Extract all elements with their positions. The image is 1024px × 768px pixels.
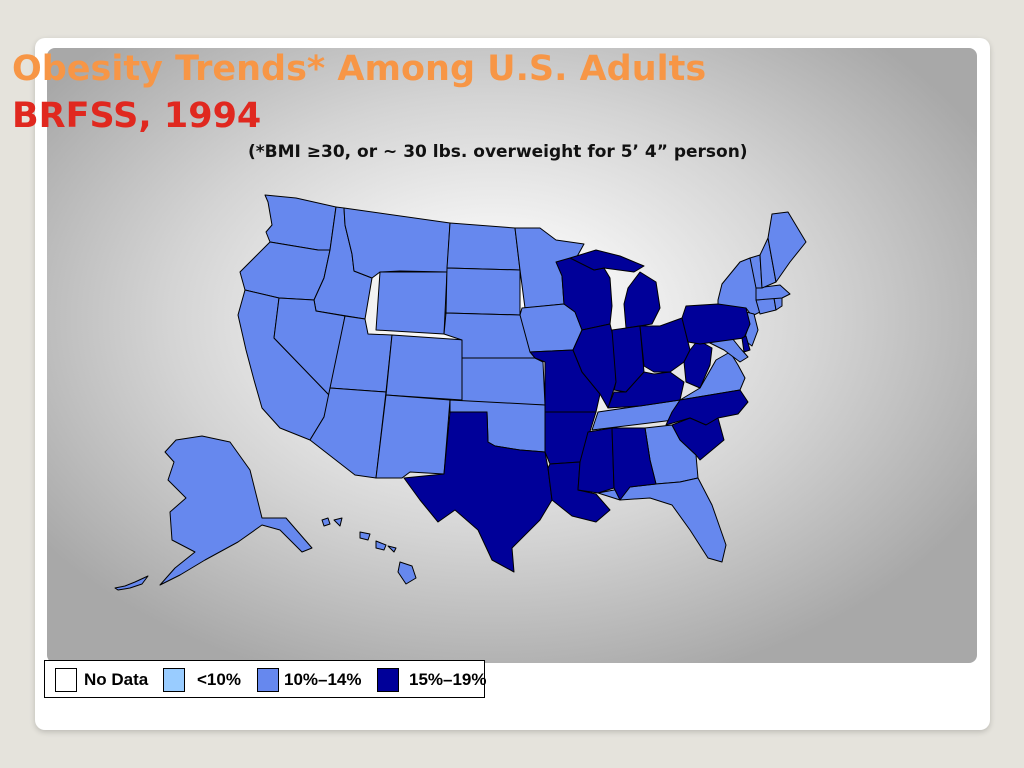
state-texas [403, 411, 553, 573]
state-wyoming [375, 271, 448, 335]
state-hawaii-maui [375, 540, 387, 551]
state-north-dakota [446, 222, 521, 271]
state-oregon [239, 241, 331, 301]
state-rhode-island [773, 297, 783, 311]
state-kentucky [607, 371, 685, 409]
state-hawaii-lanai [387, 545, 397, 553]
state-washington [264, 194, 337, 251]
state-hawaii-kauai [321, 517, 331, 527]
title-line-1: Obesity Trends* Among U.S. Adults [12, 49, 707, 89]
title-line-2: BRFSS, 1994 [12, 96, 262, 136]
state-new-mexico [375, 394, 451, 479]
legend-label-under-10: <10% [197, 670, 241, 689]
legend-label-10-14: 10%–14% [284, 670, 362, 689]
state-hawaii-molokai [359, 531, 371, 541]
state-hawaii-oahu [333, 517, 343, 527]
state-kansas [461, 357, 546, 406]
state-colorado [385, 334, 466, 401]
state-south-carolina [671, 417, 725, 461]
state-alaska [159, 435, 313, 586]
state-florida [597, 477, 727, 563]
state-montana [343, 207, 451, 279]
legend-label-15-19: 15%–19% [409, 670, 487, 689]
state-delaware [741, 335, 751, 353]
state-iowa [519, 303, 583, 353]
state-hawaii-big-island [397, 561, 417, 585]
legend-label-no-data: No Data [84, 670, 149, 689]
state-west-virginia [683, 339, 713, 389]
map-legend: No Data <10% 10%–14% 15%–19% [44, 660, 487, 698]
legend-swatch-under-10 [163, 668, 185, 692]
legend-swatch-15-19 [377, 668, 399, 692]
state-virginia [679, 351, 746, 401]
legend-swatch-10-14 [257, 668, 279, 692]
state-south-dakota [445, 267, 521, 316]
state-massachusetts [755, 284, 791, 301]
state-connecticut [755, 297, 777, 315]
state-pennsylvania [681, 303, 751, 345]
state-alabama [611, 427, 657, 501]
bmi-footnote: (*BMI ≥30, or ~ 30 lbs. overweight for 5… [248, 142, 748, 162]
state-maine [767, 211, 807, 283]
state-michigan-lower [623, 271, 661, 329]
state-ohio [639, 317, 691, 373]
state-michigan [569, 249, 645, 273]
state-alaska-islands [114, 575, 149, 591]
legend-swatch-no-data [55, 668, 77, 692]
